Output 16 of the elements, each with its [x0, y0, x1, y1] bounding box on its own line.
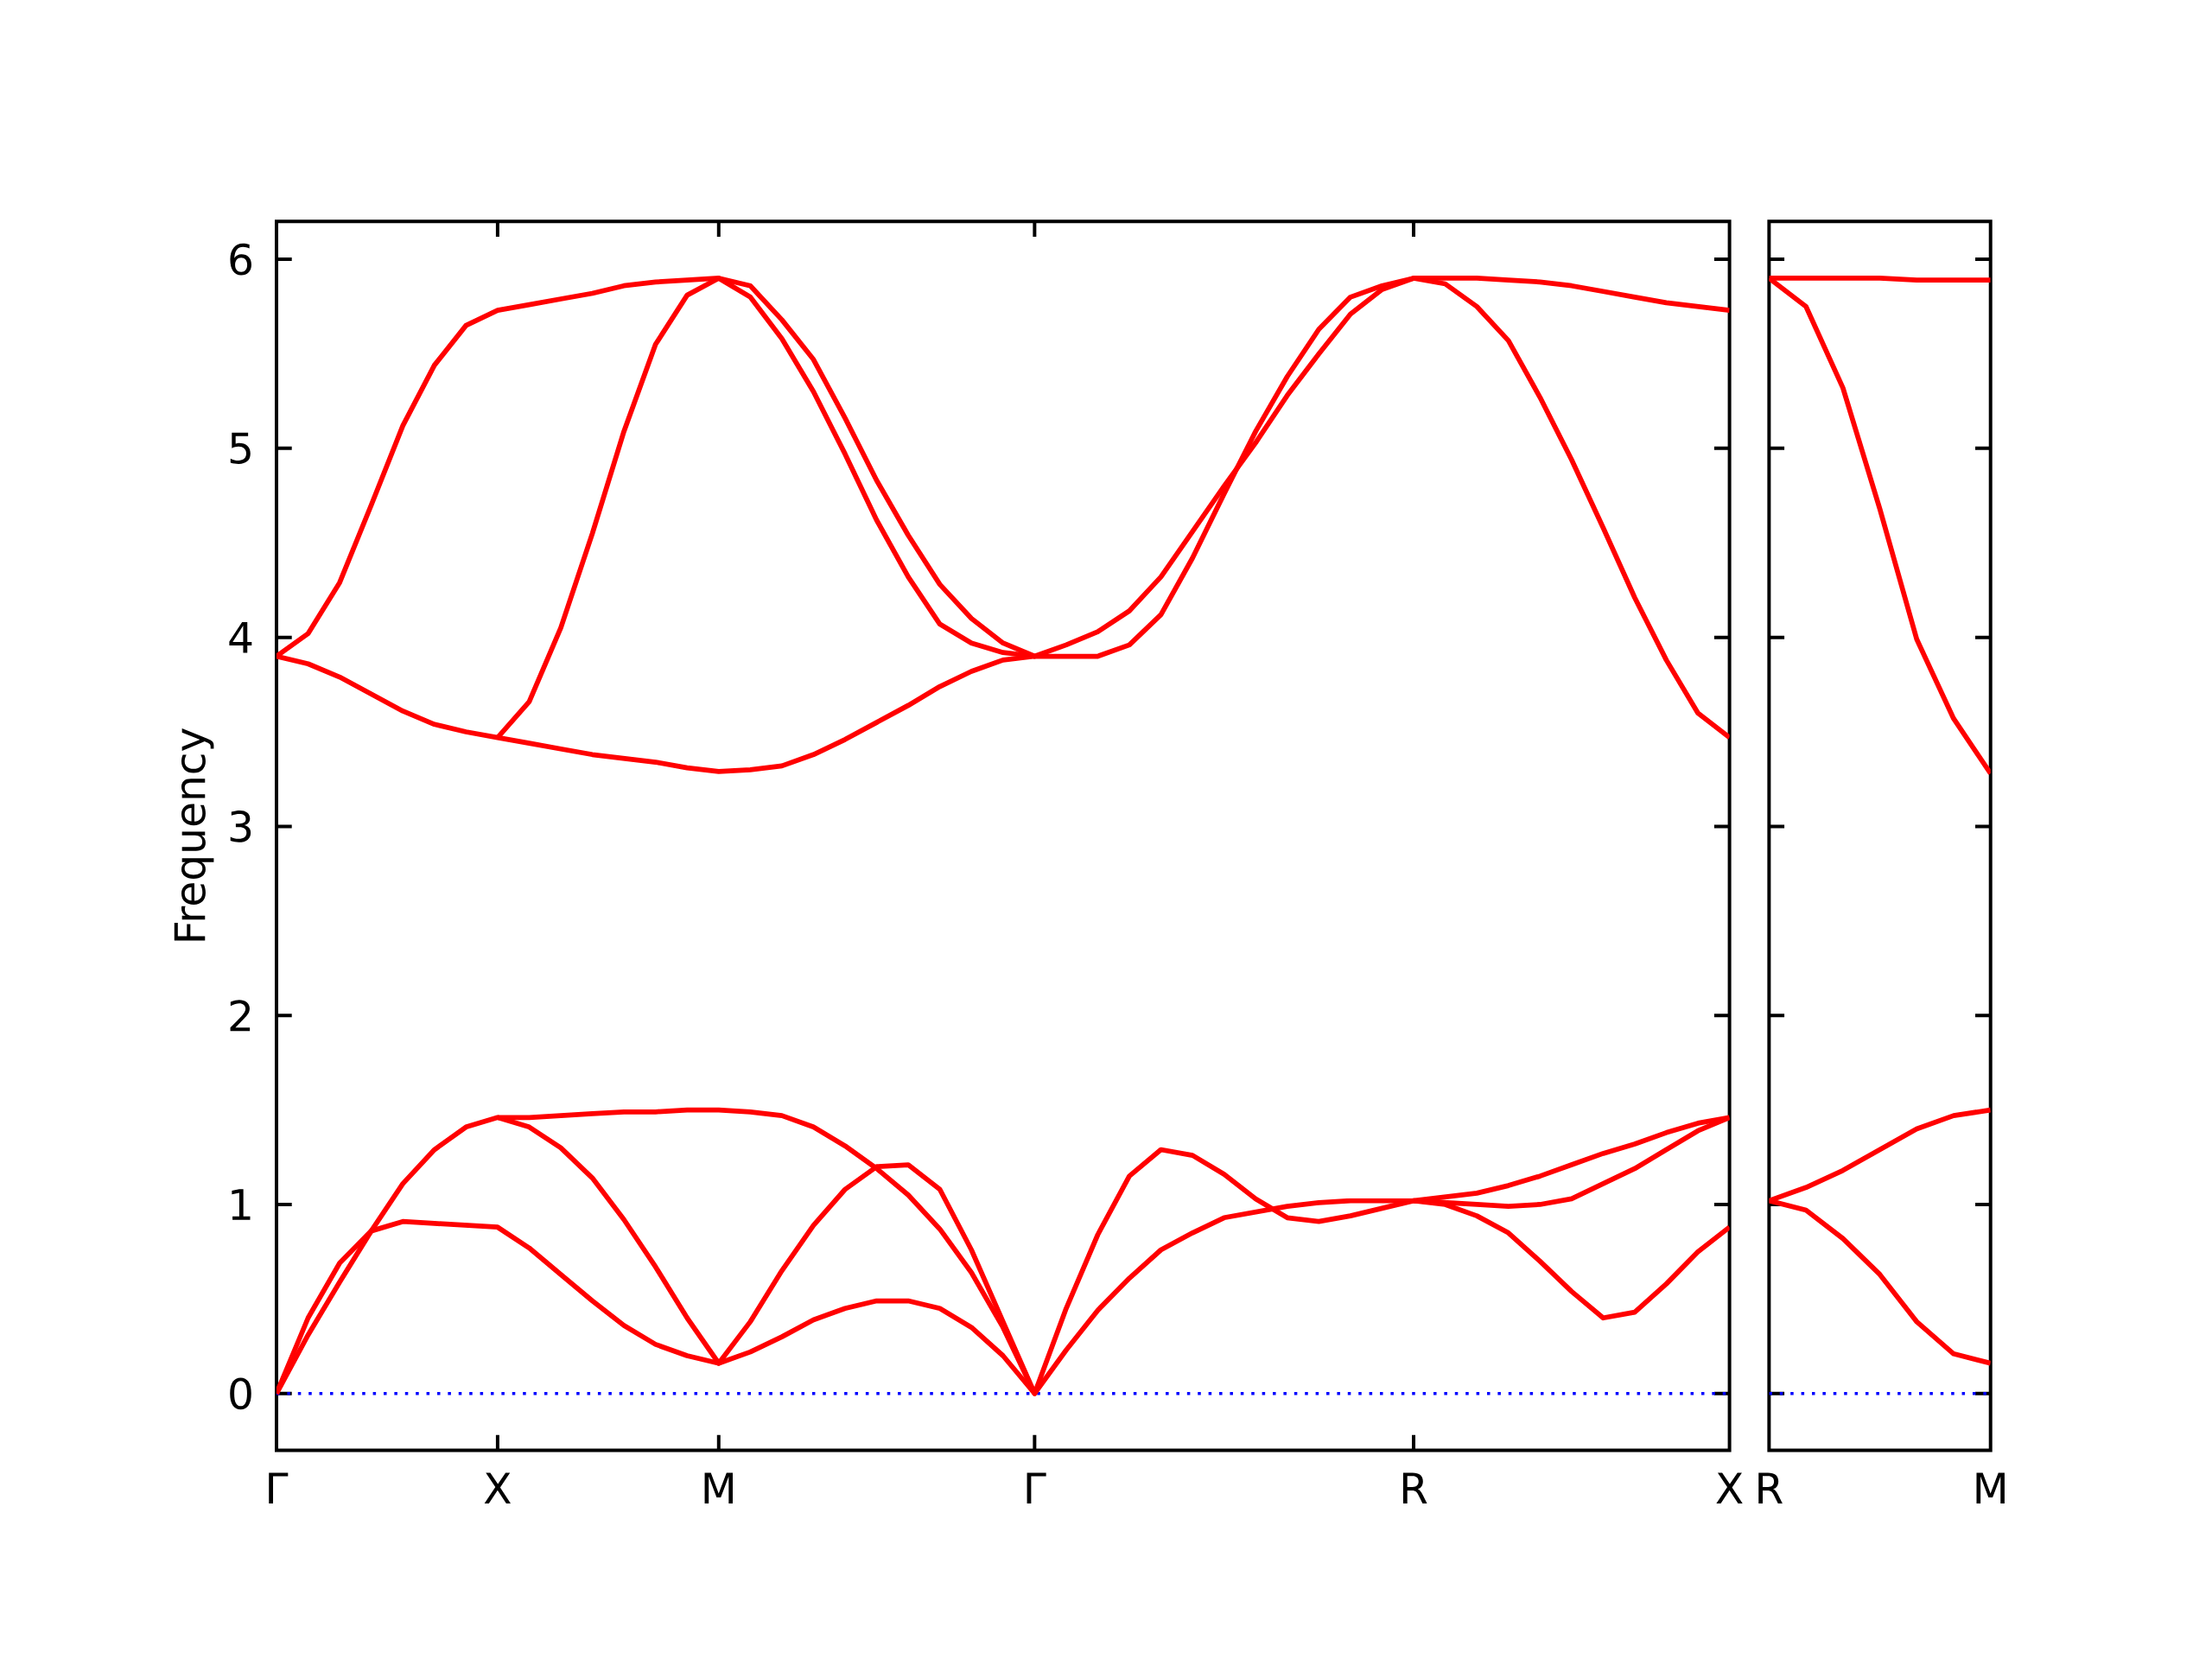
- x-tick-label: R: [1758, 1472, 1783, 1503]
- x-tick-label: X: [1716, 1472, 1743, 1503]
- x-tick-label: R: [1402, 1472, 1427, 1503]
- x-tick-label: Γ: [269, 1472, 289, 1503]
- y-tick-label: 5: [230, 432, 251, 464]
- y-tick-label: 0: [230, 1377, 251, 1410]
- x-tick-label: X: [484, 1472, 512, 1503]
- y-tick-label: 1: [232, 1189, 251, 1220]
- x-tick-label: M: [704, 1472, 733, 1503]
- x-tick-label: M: [1976, 1472, 2005, 1503]
- y-tick-label: 3: [230, 810, 251, 842]
- y-axis-title: Frequency: [174, 728, 214, 941]
- y-tick-label: 6: [230, 243, 251, 276]
- y-tick-label: 4: [229, 621, 252, 653]
- y-tick-label: 2: [230, 1000, 251, 1032]
- x-tick-label: Γ: [1027, 1472, 1046, 1503]
